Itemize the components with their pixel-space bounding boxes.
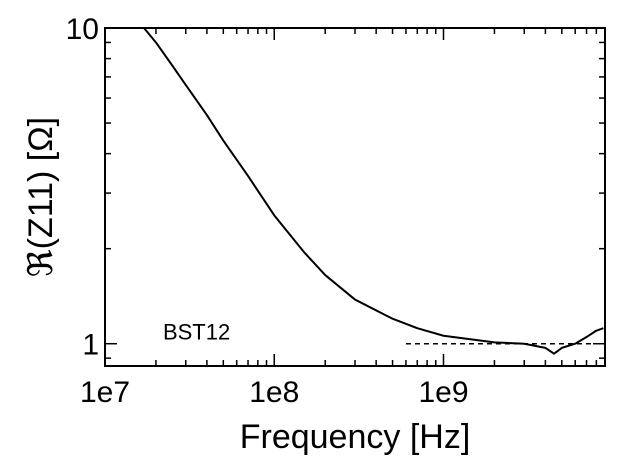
- plot-frame: [104, 27, 606, 367]
- annotation-bst12: BST12: [163, 320, 230, 345]
- x-tick-label-1e9: 1e9: [418, 376, 468, 409]
- y-axis-title: ℜ(Z11) [Ω]: [22, 117, 60, 277]
- y-tick-label-10: 10: [66, 13, 99, 46]
- x-tick-label-1e8: 1e8: [249, 376, 299, 409]
- impedance-series-line: [143, 27, 604, 355]
- x-tick-label-1e7: 1e7: [80, 376, 130, 409]
- x-axis-title: Frequency [Hz]: [240, 418, 471, 456]
- y-tick-label-1: 1: [82, 329, 99, 362]
